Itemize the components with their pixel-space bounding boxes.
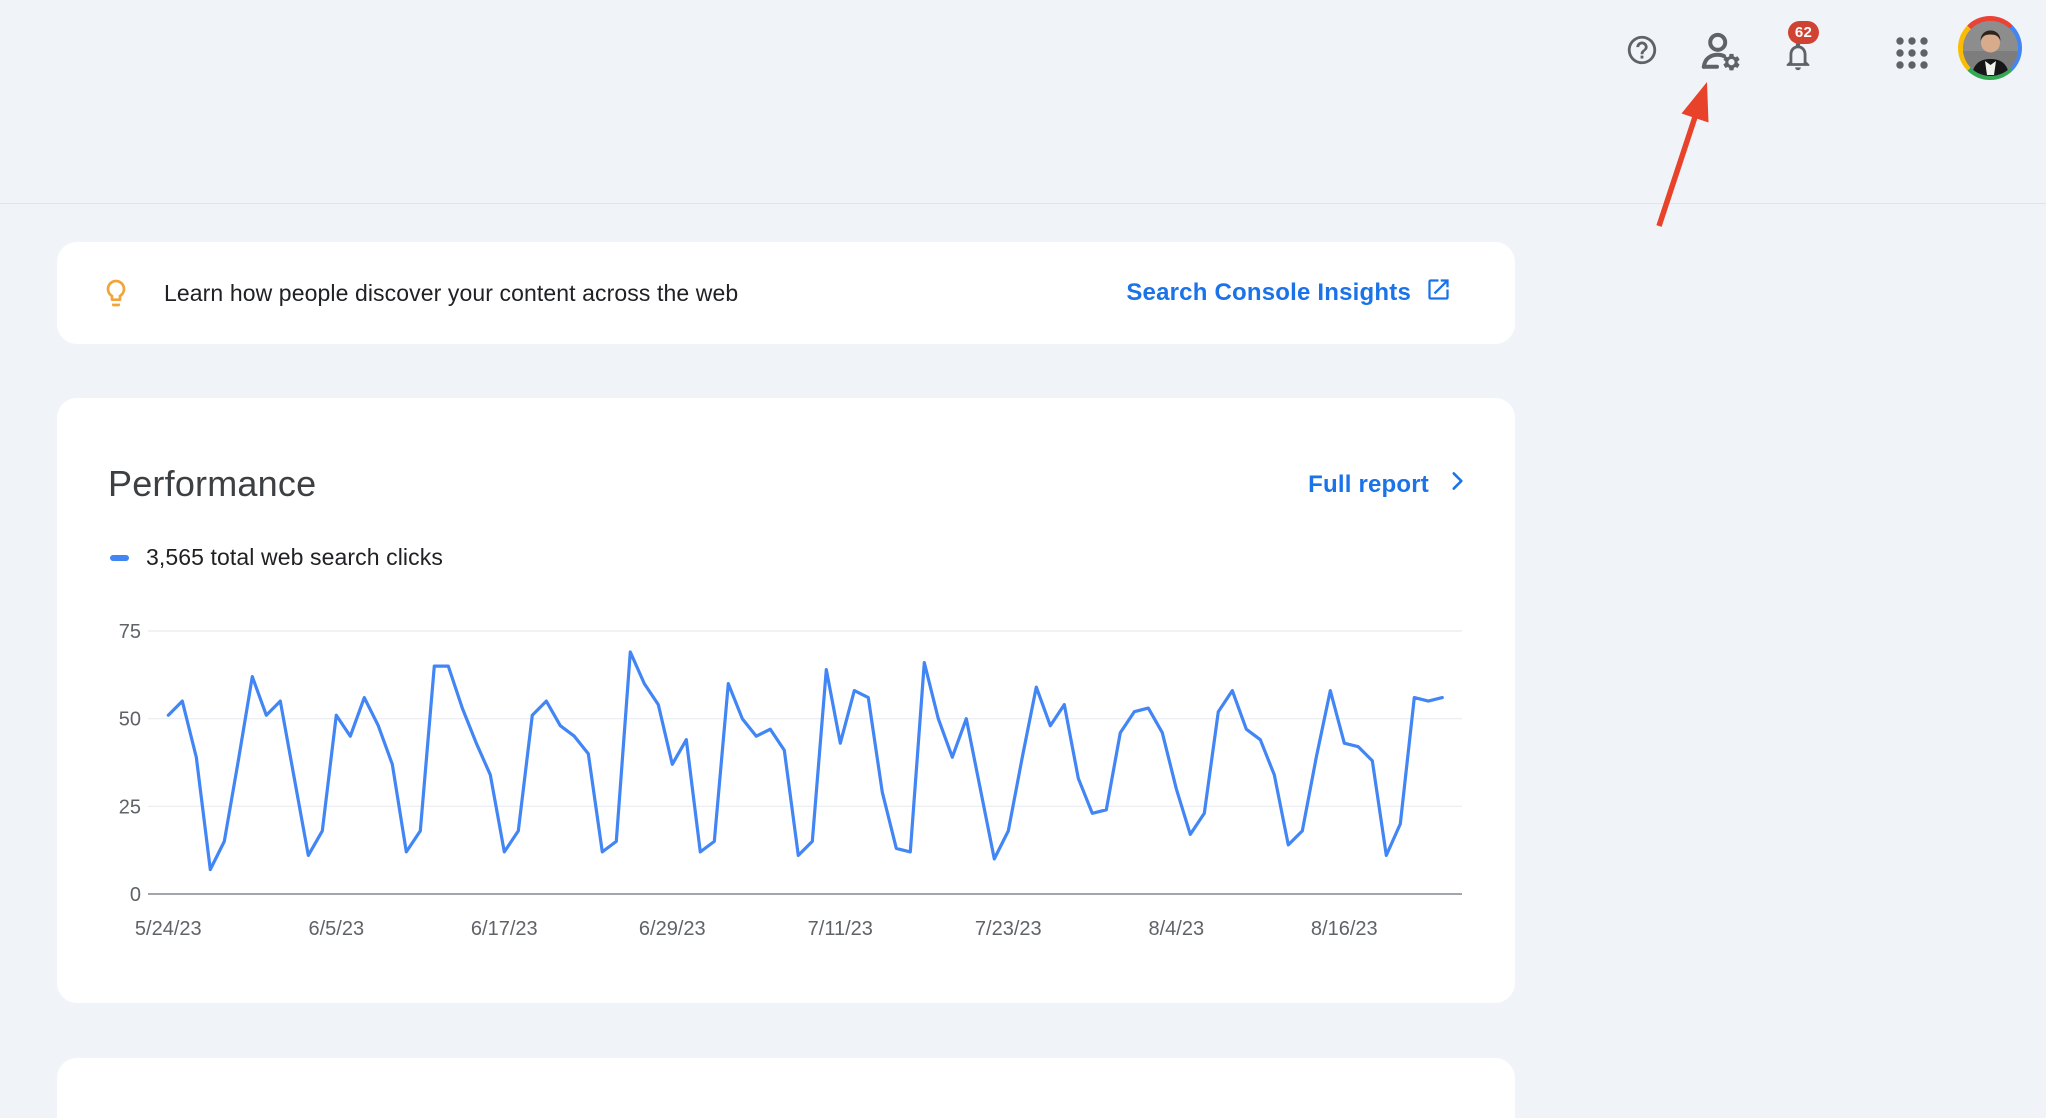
legend-line-swatch: [110, 554, 129, 561]
chevron-right-icon: [1444, 468, 1470, 501]
clicks-line-chart: 0 25 50 75 5/24/23 6/5/23 6/17/23 6/29/23 7/11/2…: [119, 621, 1462, 940]
bell-icon: [1781, 39, 1815, 73]
search-console-dashboard: { "header": { "notification_badge": "62"…: [0, 16, 2046, 1118]
svg-text:7/11/23: 7/11/23: [808, 918, 873, 940]
svg-text:6/29/23: 6/29/23: [639, 918, 706, 940]
user-settings-icon: [1699, 31, 1743, 73]
google-apps-button[interactable]: [1893, 34, 1931, 72]
notifications-button[interactable]: [1781, 39, 1815, 73]
svg-text:8/16/23: 8/16/23: [1311, 918, 1378, 940]
full-report-label: Full report: [1308, 470, 1429, 498]
legend-label: 3,565 total web search clicks: [146, 544, 443, 570]
insights-banner: Learn how people discover your content a…: [57, 242, 1515, 344]
insights-message: Learn how people discover your content a…: [164, 279, 739, 306]
user-settings-button[interactable]: [1699, 31, 1743, 73]
notification-count-badge: 62: [1788, 21, 1819, 44]
performance-card: Performance Full report 3,565 total web …: [57, 398, 1515, 1003]
insights-link-label: Search Console Insights: [1126, 279, 1411, 306]
help-button[interactable]: [1625, 33, 1659, 67]
chart-legend: 3,565 total web search clicks: [110, 544, 443, 571]
header-divider: [0, 203, 2046, 204]
full-report-link[interactable]: Full report: [1308, 468, 1470, 501]
svg-text:75: 75: [119, 621, 141, 643]
svg-text:50: 50: [119, 709, 141, 731]
svg-text:0: 0: [130, 884, 141, 906]
svg-text:8/4/23: 8/4/23: [1148, 918, 1204, 940]
svg-text:7/23/23: 7/23/23: [975, 918, 1042, 940]
help-icon: [1625, 33, 1659, 67]
next-card-partial: [57, 1058, 1515, 1118]
svg-text:6/5/23: 6/5/23: [308, 918, 364, 940]
avatar-photo: [1962, 20, 2018, 76]
svg-text:5/24/23: 5/24/23: [135, 918, 202, 940]
svg-text:25: 25: [119, 796, 141, 818]
apps-grid-icon: [1893, 34, 1931, 72]
external-link-icon: [1425, 276, 1452, 310]
search-console-insights-link[interactable]: Search Console Insights: [1126, 276, 1452, 310]
performance-title: Performance: [108, 463, 317, 504]
account-avatar[interactable]: [1958, 16, 2022, 80]
svg-text:6/17/23: 6/17/23: [471, 918, 538, 940]
lightbulb-icon: [100, 273, 132, 313]
